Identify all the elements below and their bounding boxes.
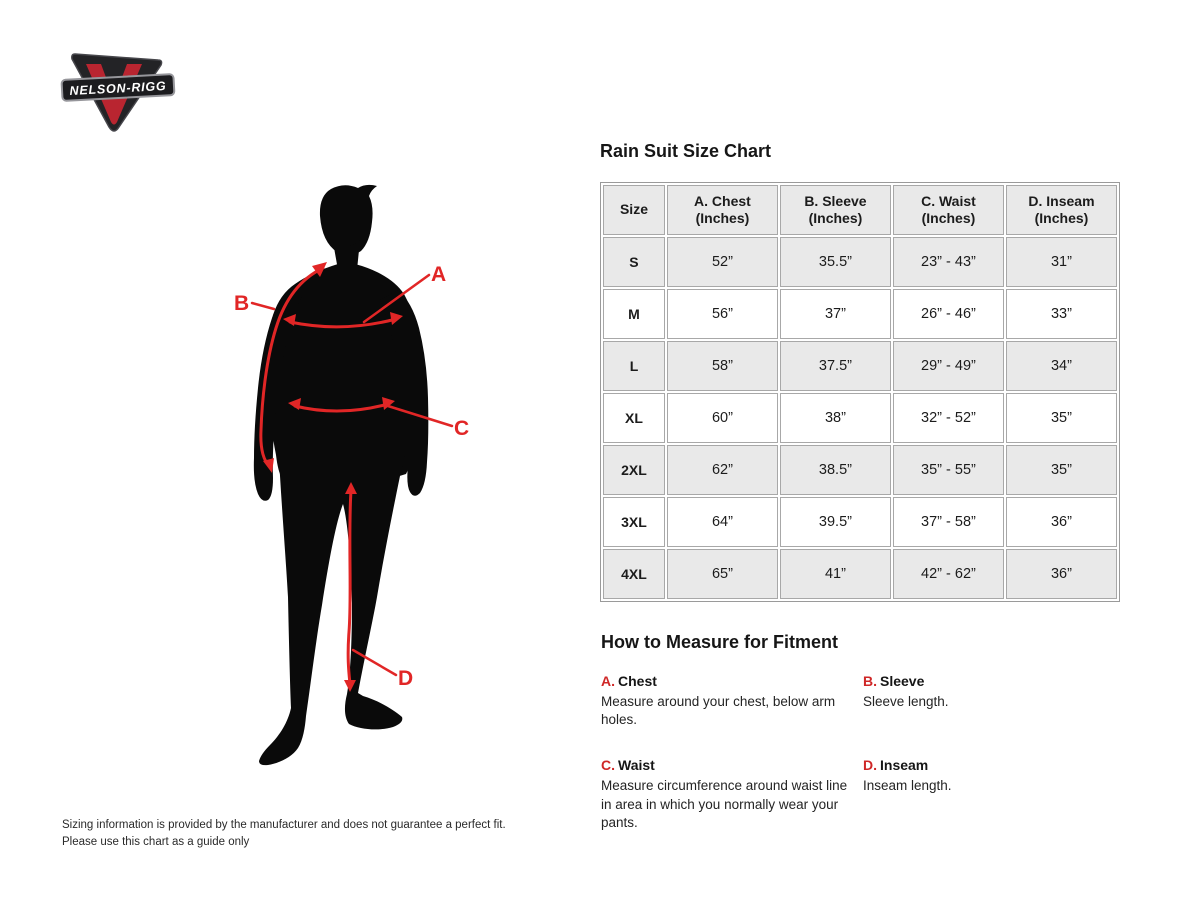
label-c-pointer: [386, 404, 454, 428]
table-row-xl: XL 60” 38” 32” - 52” 35”: [603, 393, 1117, 443]
measure-item-description: Measure circumference around waist line …: [601, 778, 848, 830]
measurement-figure: A B C D: [234, 184, 469, 766]
measure-item-description: Inseam length.: [863, 778, 952, 794]
disclaimer-line: Please use this chart as a guide only: [62, 835, 250, 848]
sizing-disclaimer: Sizing information is provided by the ma…: [62, 817, 506, 850]
table-row-l: L 58” 37.5” 29” - 49” 34”: [603, 341, 1117, 391]
measure-item-waist: C. Waist Measure circumference around wai…: [601, 757, 863, 832]
male-silhouette: [253, 184, 429, 766]
measure-section-title: How to Measure for Fitment: [601, 632, 839, 652]
table-header-row: Size A. Chest (Inches) B. Sleeve (Inches) …: [603, 185, 1117, 235]
size-chart-table: Size A. Chest (Inches) B. Sleeve (Inches) …: [600, 182, 1120, 602]
label-b-pointer: [250, 301, 276, 311]
inseam-label: D: [398, 667, 413, 690]
table-row-3xl: 3XL 64” 39.5” 37” - 58” 36”: [603, 497, 1117, 547]
column-header-chest: A. Chest (Inches): [666, 185, 778, 235]
waist-measure-line: [293, 402, 390, 413]
chest-measure-line: [288, 317, 398, 329]
measure-item-heading: C. Waist: [601, 757, 655, 774]
measure-item-heading: A. Chest: [601, 673, 657, 689]
table-row-s: S 52” 35.5” 23” - 43” 31”: [603, 237, 1117, 287]
measure-item-chest: A. Chest Measure around your chest, below…: [601, 673, 863, 729]
measure-item-description: Sleeve length.: [863, 694, 949, 709]
column-header-inseam: D. Inseam (Inches): [1005, 185, 1117, 235]
sleeve-measure-line: [259, 266, 325, 468]
label-a-pointer: [362, 273, 431, 324]
measure-item-heading: D. Inseam: [863, 757, 929, 774]
nelson-rigg-logo: NELSON-RIGG: [60, 53, 176, 132]
inseam-measure-line: [346, 488, 353, 686]
measure-item-inseam: D. Inseam Inseam length.: [863, 757, 1120, 832]
chest-label: A: [431, 263, 446, 286]
sleeve-label: B: [234, 292, 249, 315]
measure-item-description: Measure around your chest, below arm hol…: [601, 694, 836, 728]
waist-label: C: [454, 417, 469, 440]
disclaimer-line: Sizing information is provided by the ma…: [62, 819, 506, 831]
table-row-2xl: 2XL 62” 38.5” 35” - 55” 35”: [603, 445, 1117, 495]
size-chart-title: Rain Suit Size Chart: [600, 141, 772, 161]
column-header-waist: C. Waist (Inches): [892, 185, 1004, 235]
table-row-m: M 56” 37” 26” - 46” 33”: [603, 289, 1117, 339]
measure-instructions: A. Chest Measure around your chest, below…: [601, 673, 1120, 832]
logo-banner: NELSON-RIGG: [60, 73, 176, 102]
label-d-pointer: [351, 648, 398, 677]
measurement-arrowheads: [263, 262, 403, 692]
measure-item-sleeve: B. Sleeve Sleeve length.: [863, 673, 1120, 729]
table-row-4xl: 4XL 65” 41” 42” - 62” 36”: [603, 549, 1117, 599]
measurement-annotations: [250, 266, 454, 686]
logo-brand-text: NELSON-RIGG: [69, 79, 167, 98]
column-header-size: Size: [603, 185, 665, 235]
measure-item-heading: B. Sleeve: [863, 673, 925, 689]
column-header-sleeve: B. Sleeve (Inches): [779, 185, 891, 235]
size-chart-panel: Rain Suit Size Chart Size A. Chest (Inche…: [600, 141, 1120, 832]
